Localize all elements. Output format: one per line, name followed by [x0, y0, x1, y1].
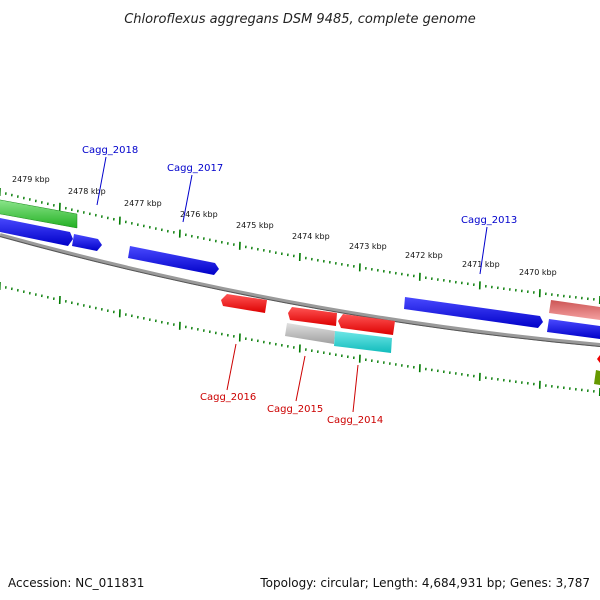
scale-labels: 2479 kbp 2478 kbp 2477 kbp 2476 kbp 2475…	[12, 175, 557, 277]
tick-label: 2476 kbp	[180, 210, 218, 219]
gene-label-forward[interactable]: Cagg_2018	[82, 145, 138, 156]
accession-text: Accession: NC_011831	[8, 576, 144, 590]
tick-label: 2471 kbp	[462, 260, 500, 269]
outer-tick-track	[0, 188, 600, 305]
inner-tick-track	[0, 282, 600, 397]
gene-feature-red[interactable]	[221, 294, 267, 313]
gene-feature-red[interactable]	[597, 355, 600, 363]
gene-label-reverse[interactable]: Cagg_2016	[200, 392, 256, 403]
tick-label: 2477 kbp	[124, 199, 162, 208]
tick-label: 2475 kbp	[236, 221, 274, 230]
tick-label: 2479 kbp	[12, 175, 50, 184]
tick-label: 2474 kbp	[292, 232, 330, 241]
gene-feature-pink[interactable]	[549, 300, 600, 320]
genome-backbone	[0, 233, 600, 347]
gene-label-forward[interactable]: Cagg_2013	[461, 215, 517, 226]
leader-line	[352, 364, 359, 413]
tick-label: 2478 kbp	[68, 187, 106, 196]
gene-label-reverse[interactable]: Cagg_2014	[327, 415, 383, 426]
map-title: Chloroflexus aggregans DSM 9485, complet…	[124, 12, 476, 27]
gene-labels: Cagg_2018 Cagg_2017 Cagg_2013 Cagg_2016 …	[82, 145, 517, 426]
gene-feature-blue[interactable]	[547, 319, 600, 339]
gene-feature-blue[interactable]	[404, 297, 543, 328]
gene-feature-olive[interactable]	[594, 370, 600, 385]
gene-label-reverse[interactable]: Cagg_2015	[267, 404, 323, 415]
gene-feature-grey[interactable]	[285, 323, 335, 344]
gene-feature-blue[interactable]	[0, 217, 73, 246]
tick-label: 2473 kbp	[349, 242, 387, 251]
tick-label: 2470 kbp	[519, 268, 557, 277]
leader-line	[295, 355, 306, 402]
gene-feature-red[interactable]	[288, 307, 337, 326]
gene-feature-blue[interactable]	[128, 246, 219, 275]
gene-feature-green[interactable]	[0, 199, 78, 229]
leader-line	[479, 226, 488, 275]
leader-line	[182, 174, 193, 223]
gene-features	[0, 199, 600, 385]
gene-label-forward[interactable]: Cagg_2017	[167, 163, 223, 174]
tick-label: 2472 kbp	[405, 251, 443, 260]
genome-summary-text: Topology: circular; Length: 4,684,931 bp…	[259, 576, 590, 590]
gene-feature-blue[interactable]	[72, 234, 102, 251]
leader-line	[96, 156, 107, 206]
leader-line	[226, 343, 237, 391]
gene-feature-red[interactable]	[338, 314, 395, 335]
genome-backbone-shadow	[0, 236, 600, 347]
gene-feature-cyan[interactable]	[334, 331, 392, 353]
label-leaders	[96, 156, 488, 413]
